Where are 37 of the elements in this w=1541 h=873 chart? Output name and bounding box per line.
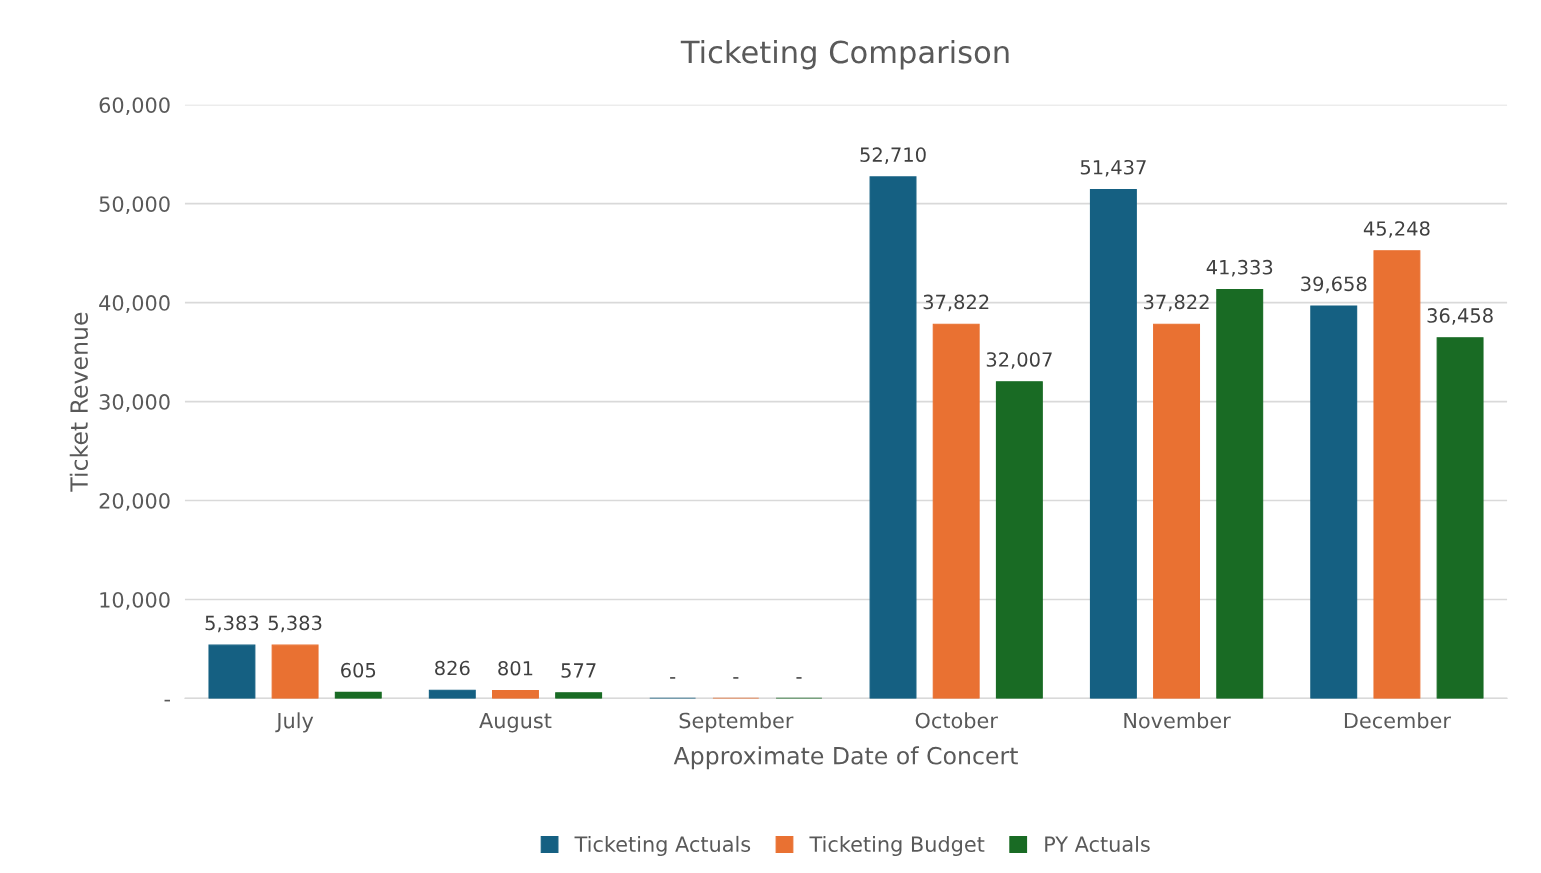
y-tick-label: - [164,699,171,702]
data-label: 32,007 [986,352,1052,369]
y-tick-label: 10,000 [100,591,170,610]
data-label: 826 [435,660,470,676]
x-tick-label: July [275,712,314,733]
data-label: - [670,677,676,679]
data-label: 605 [341,662,376,678]
data-label: 5,383 [205,615,259,633]
data-label: - [796,677,802,679]
data-label: 45,248 [1363,221,1430,238]
y-tick-label: 50,000 [99,196,170,215]
legend-label: PY Actuals [1045,835,1150,852]
chart-title: Ticketing Comparison [680,39,1009,70]
y-tick-label: 60,000 [99,97,170,116]
data-label: 41,333 [1206,259,1273,277]
x-tick-label: October [915,712,998,729]
y-tick-label: 20,000 [99,492,170,511]
legend-label: Ticketing Budget [809,835,985,857]
data-label: 52,710 [860,147,926,164]
data-label: 39,658 [1301,276,1367,294]
x-tick-label: December [1344,712,1451,729]
data-label: 577 [561,663,596,678]
data-label: 37,822 [1144,294,1209,312]
x-tick-label: November [1124,712,1231,729]
data-label: 37,822 [923,294,989,312]
data-label: 801 [498,660,533,676]
x-tick-label: August [479,712,552,733]
y-axis-title: Ticket Revenue [69,312,88,492]
data-label: - [733,677,739,679]
y-tick-label: 40,000 [99,295,170,313]
legend-label: Ticketing Actuals [574,835,751,857]
data-label: 36,458 [1427,308,1493,325]
x-axis-title: Approximate Date of Concert [673,746,1018,770]
data-label: 5,383 [268,615,322,633]
data-label: 51,437 [1080,159,1146,177]
x-tick-label: September [679,712,794,733]
y-tick-label: 30,000 [99,394,170,412]
